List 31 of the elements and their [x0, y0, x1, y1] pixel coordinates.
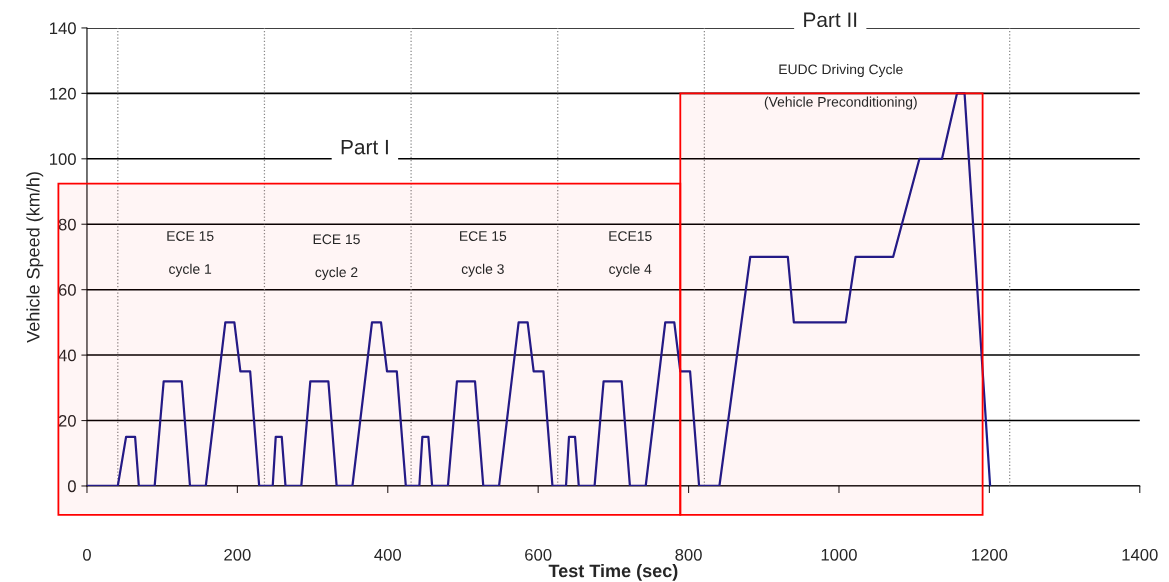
y-tick-label: 140: [50, 22, 76, 35]
line-series: [86, 92, 992, 486]
annotation: cycle 4: [609, 263, 652, 277]
annotation: (Vehicle Preconditioning): [764, 96, 917, 110]
text: Part II: [804, 12, 857, 28]
y-tick-label: 0: [67, 480, 76, 493]
y-tick-label: 20: [58, 414, 76, 427]
y-tick-label: 100: [50, 153, 76, 166]
annotation: ECE15: [609, 231, 652, 241]
annotation: ECE 15: [313, 234, 360, 245]
annotation: cycle 1: [169, 263, 212, 277]
y-tick-label: 80: [58, 218, 76, 231]
annotation: ECE 15: [460, 231, 507, 241]
annotation: ECE 15: [167, 231, 214, 241]
x-tick-label: 800: [675, 548, 702, 561]
x-tick-label: 400: [374, 548, 402, 561]
y-axis-title: Vehicle Speed (km/h): [26, 172, 44, 343]
annotation: EUDC Driving Cycle: [779, 64, 903, 78]
x-tick-label: 1400: [1122, 548, 1158, 561]
annotation: Part I: [341, 139, 388, 155]
annotation: cycle 2: [315, 266, 358, 280]
x-tick-label: 1200: [972, 548, 1008, 561]
y-tick-label: 60: [58, 284, 76, 296]
x-tick-label: 600: [525, 548, 552, 561]
x-axis-title: Test Time (sec): [548, 564, 678, 581]
annotation: cycle 3: [461, 263, 504, 277]
x-tick-label: 0: [82, 548, 91, 561]
x-tick-label: 200: [224, 548, 251, 561]
y-tick-label: 120: [50, 87, 76, 100]
x-tick-label: 1000: [821, 548, 857, 561]
y-tick-label: 40: [58, 349, 76, 362]
